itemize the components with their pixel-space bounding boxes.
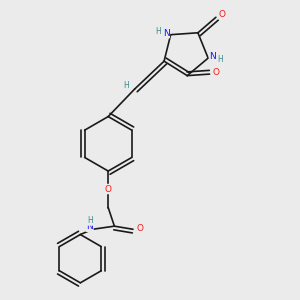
- Text: H: H: [155, 27, 161, 36]
- Text: N: N: [163, 28, 170, 38]
- Text: O: O: [219, 10, 226, 19]
- Text: O: O: [213, 68, 220, 77]
- Text: H: H: [218, 55, 224, 64]
- Text: O: O: [105, 184, 112, 194]
- Text: H: H: [123, 80, 129, 89]
- Text: N: N: [209, 52, 216, 61]
- Text: N: N: [86, 222, 93, 231]
- Text: O: O: [136, 224, 143, 233]
- Text: H: H: [87, 216, 92, 225]
